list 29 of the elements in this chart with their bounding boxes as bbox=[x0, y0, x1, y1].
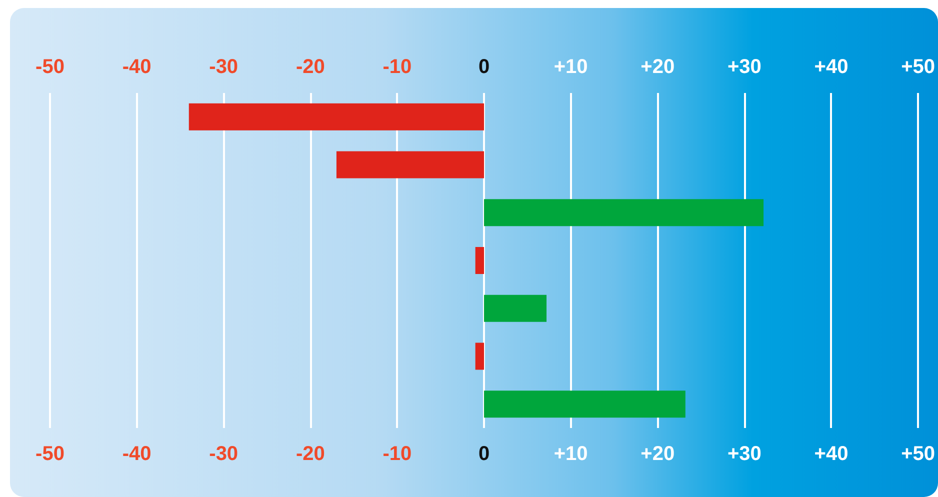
x2-tick-label: +30 bbox=[727, 56, 762, 78]
x-tick-label: +30 bbox=[727, 443, 762, 465]
x-tick-label: -50 bbox=[36, 443, 64, 465]
x2-tick-label: +50 bbox=[901, 56, 936, 78]
x-tick-label: +40 bbox=[814, 443, 848, 465]
x2-tick-label: +40 bbox=[814, 56, 848, 78]
x2-tick-label: -30 bbox=[209, 56, 238, 78]
x-tick-label: -30 bbox=[209, 443, 238, 465]
x2-tick-label: -50 bbox=[36, 56, 64, 78]
x2-tick-label: -20 bbox=[296, 56, 325, 78]
x-tick-label: -40 bbox=[122, 443, 152, 465]
x2-tick-label: -40 bbox=[122, 56, 152, 78]
bar bbox=[484, 294, 547, 322]
bar bbox=[188, 103, 484, 130]
x2-tick-label: 0 bbox=[478, 56, 490, 78]
x-tick-label: +20 bbox=[640, 443, 675, 465]
x-tick-label: +50 bbox=[901, 443, 936, 465]
x-tick-label: +10 bbox=[554, 443, 588, 465]
x2-tick-label: -10 bbox=[382, 56, 412, 78]
bar bbox=[484, 199, 764, 226]
bar bbox=[336, 151, 484, 178]
bar bbox=[475, 342, 484, 370]
bar bbox=[484, 390, 686, 418]
bar bbox=[475, 247, 484, 274]
x2-tick-label: +10 bbox=[554, 56, 588, 78]
x-tick-label: 0 bbox=[478, 443, 490, 465]
x-tick-label: -10 bbox=[382, 443, 412, 465]
x-tick-label: -20 bbox=[296, 443, 325, 465]
x2-tick-label: +20 bbox=[640, 56, 675, 78]
